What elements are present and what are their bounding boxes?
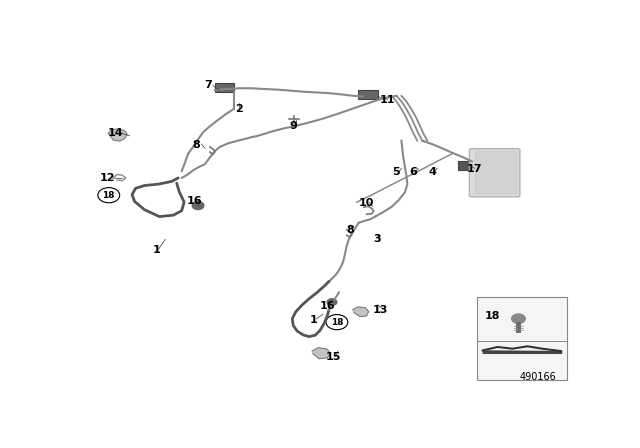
Bar — [358, 90, 378, 99]
Text: 14: 14 — [108, 128, 124, 138]
FancyBboxPatch shape — [476, 152, 517, 194]
Bar — [477, 297, 567, 380]
Text: 4: 4 — [428, 168, 436, 177]
Text: 3: 3 — [374, 234, 381, 244]
Polygon shape — [353, 307, 369, 317]
Text: 1: 1 — [309, 315, 317, 325]
Text: 2: 2 — [235, 104, 243, 114]
Text: 12: 12 — [100, 173, 115, 183]
Bar — [215, 83, 234, 92]
Text: 16: 16 — [319, 301, 335, 310]
Text: 15: 15 — [325, 352, 340, 362]
Text: 6: 6 — [410, 168, 417, 177]
Circle shape — [192, 202, 204, 210]
Bar — [458, 161, 469, 170]
Polygon shape — [312, 348, 330, 359]
Polygon shape — [108, 129, 127, 141]
Text: 10: 10 — [359, 198, 374, 208]
Text: 17: 17 — [467, 164, 482, 174]
Text: 8: 8 — [193, 140, 200, 150]
Text: 490166: 490166 — [520, 372, 556, 382]
Circle shape — [327, 299, 337, 306]
Text: 13: 13 — [372, 305, 388, 315]
Text: 16: 16 — [186, 196, 202, 207]
Text: 7: 7 — [204, 81, 212, 90]
Text: 18: 18 — [484, 311, 500, 321]
Text: 1: 1 — [153, 246, 161, 255]
FancyBboxPatch shape — [469, 149, 520, 197]
Text: 9: 9 — [289, 121, 297, 131]
Text: 8: 8 — [346, 225, 354, 235]
Text: 5: 5 — [392, 168, 400, 177]
Text: 18: 18 — [331, 318, 343, 327]
Text: 18: 18 — [102, 191, 115, 200]
Text: 11: 11 — [380, 95, 396, 105]
Circle shape — [511, 314, 525, 323]
